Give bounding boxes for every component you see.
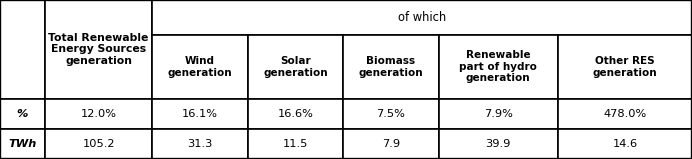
Text: of which: of which (398, 11, 446, 24)
Bar (343, 129, 439, 159)
Text: 31.3: 31.3 (188, 139, 212, 149)
Bar (558, 99, 692, 129)
Bar (558, 35, 692, 99)
Text: Other RES
generation: Other RES generation (592, 56, 657, 78)
Bar (248, 35, 343, 99)
Text: 12.0%: 12.0% (80, 109, 117, 119)
Text: Wind
generation: Wind generation (167, 56, 233, 78)
Bar (45, 99, 152, 129)
Bar (343, 99, 439, 129)
Bar (0, 129, 45, 159)
Text: 14.6: 14.6 (612, 139, 637, 149)
Text: 39.9: 39.9 (486, 139, 511, 149)
Bar (558, 129, 692, 159)
Bar (439, 129, 558, 159)
Bar (152, 35, 248, 99)
Text: 7.9%: 7.9% (484, 109, 513, 119)
Text: 16.1%: 16.1% (182, 109, 218, 119)
Text: 478.0%: 478.0% (603, 109, 646, 119)
Bar (152, 129, 248, 159)
Text: 105.2: 105.2 (82, 139, 115, 149)
Bar (439, 35, 558, 99)
Text: TWh: TWh (8, 139, 37, 149)
Bar (248, 129, 343, 159)
Bar (152, 0, 692, 35)
Bar (0, 99, 45, 129)
Bar (0, 0, 45, 99)
Bar (45, 0, 152, 99)
Text: 11.5: 11.5 (283, 139, 308, 149)
Bar (343, 35, 439, 99)
Text: 7.9: 7.9 (382, 139, 400, 149)
Text: 7.5%: 7.5% (376, 109, 406, 119)
Bar (45, 129, 152, 159)
Bar (439, 99, 558, 129)
Text: Solar
generation: Solar generation (263, 56, 328, 78)
Text: 16.6%: 16.6% (277, 109, 313, 119)
Bar (248, 99, 343, 129)
Text: %: % (17, 109, 28, 119)
Text: Biomass
generation: Biomass generation (358, 56, 424, 78)
Text: Renewable
part of hydro
generation: Renewable part of hydro generation (459, 50, 537, 83)
Bar (152, 99, 248, 129)
Text: Total Renewable
Energy Sources
generation: Total Renewable Energy Sources generatio… (48, 33, 149, 66)
